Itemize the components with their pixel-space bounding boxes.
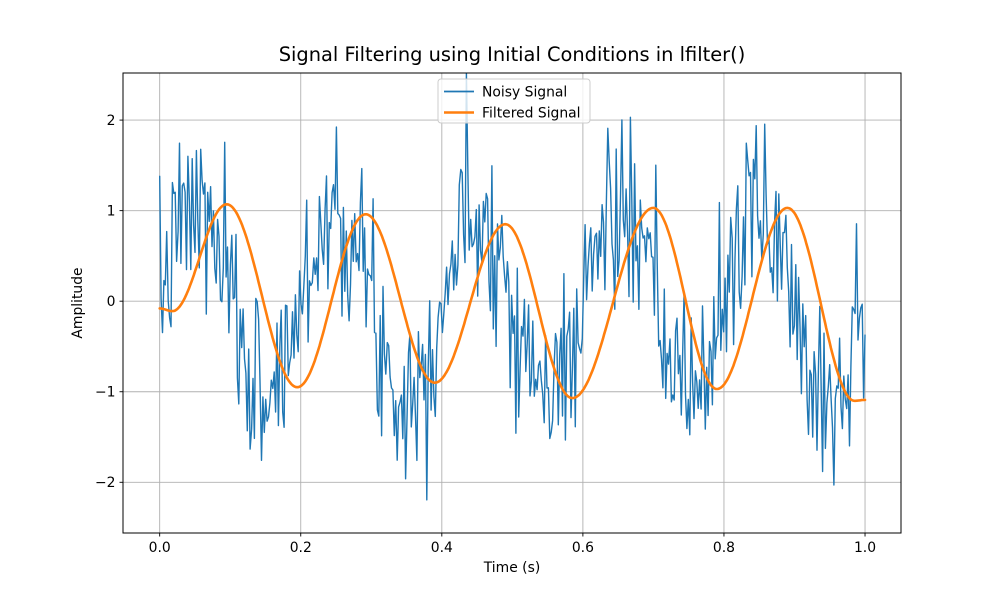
plot-frame <box>122 72 902 534</box>
x-tick-label: 1.0 <box>854 540 876 556</box>
noisy-signal-line <box>159 73 866 501</box>
legend-frame <box>437 78 591 124</box>
x-tick-label: 0.4 <box>431 540 453 556</box>
y-axis-label: Amplitude <box>70 267 86 338</box>
legend-noisy-label: Noisy Signal <box>482 85 567 101</box>
axis-tick-labels: 0.0 0.2 0.4 0.6 0.8 1.0 −2 −1 0 1 2 <box>95 113 876 556</box>
y-tick-label: 0 <box>107 294 116 310</box>
y-tick-label: −1 <box>95 385 115 401</box>
x-tick-label: 0.2 <box>290 540 312 556</box>
chart-title: Signal Filtering using Initial Condition… <box>279 43 746 66</box>
legend-filtered-label: Filtered Signal <box>482 106 581 122</box>
x-tick-label: 0.0 <box>149 540 171 556</box>
y-tick-label: 2 <box>107 113 116 129</box>
y-tick-label: 1 <box>107 203 116 219</box>
filtered-signal-line <box>158 203 867 403</box>
legend: Noisy Signal Filtered Signal <box>437 78 591 124</box>
plot-series-group <box>158 73 867 501</box>
axis-tick-marks <box>119 119 866 537</box>
y-tick-label: −2 <box>95 475 115 491</box>
x-tick-label: 0.6 <box>572 540 594 556</box>
x-axis-label: Time (s) <box>483 560 541 576</box>
x-tick-label: 0.8 <box>713 540 735 556</box>
